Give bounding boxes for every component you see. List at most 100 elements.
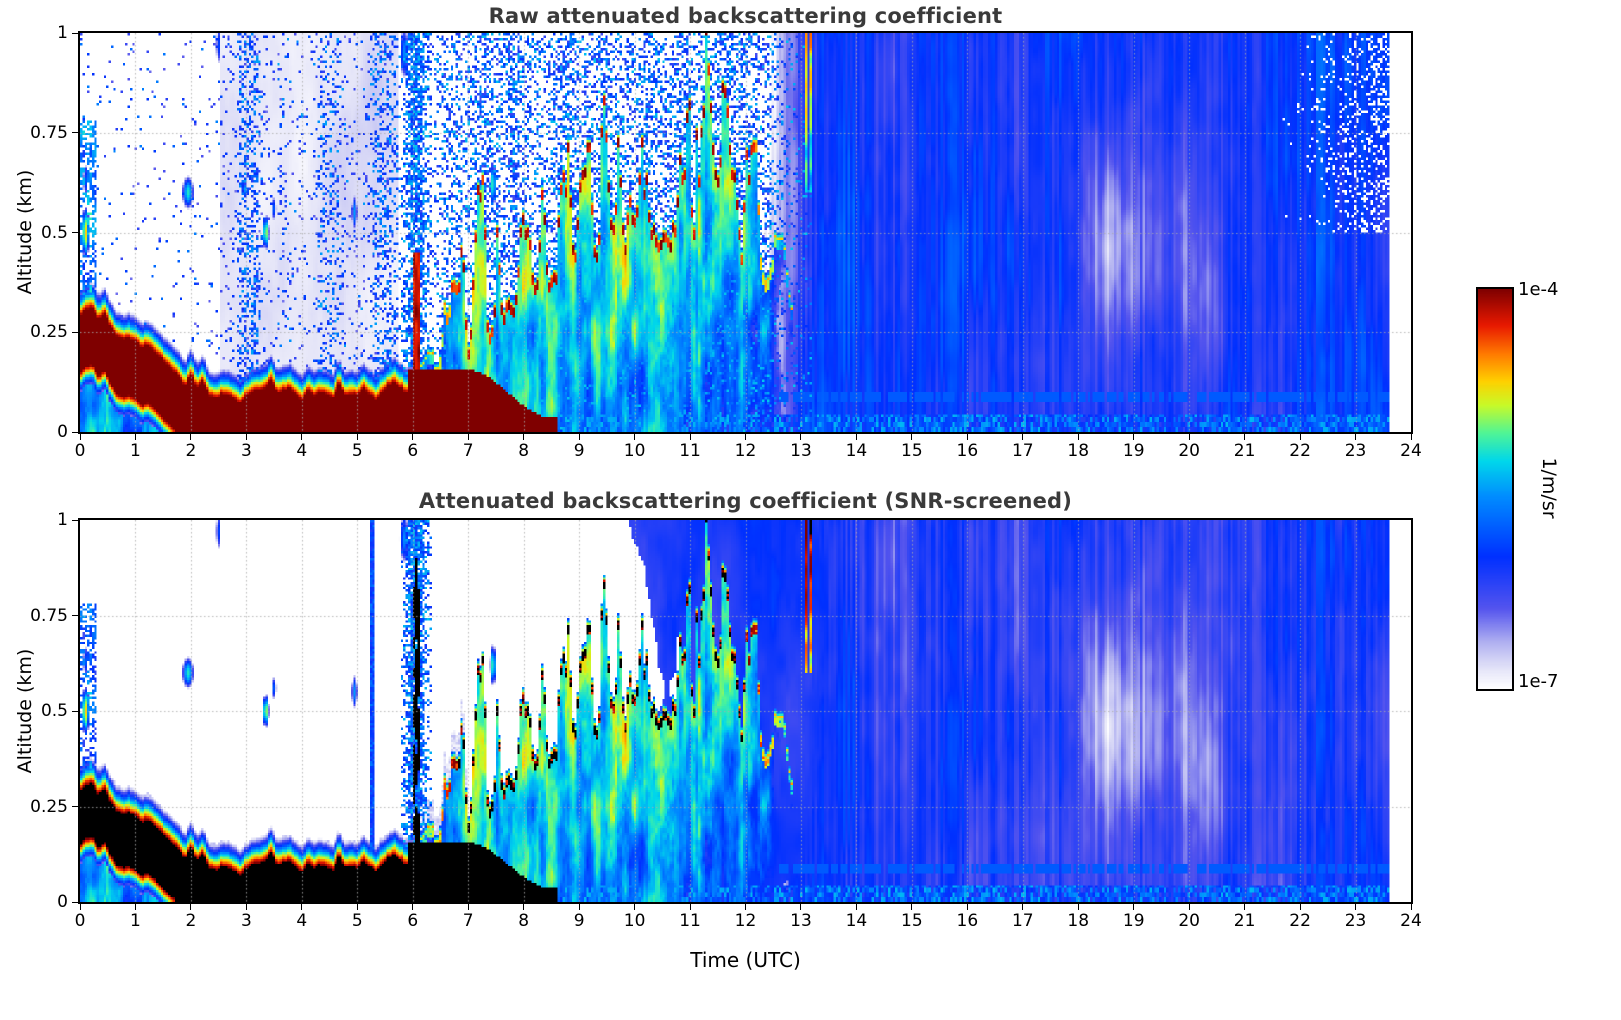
x-tick-label: 20	[1178, 911, 1200, 931]
x-tick-label: 10	[623, 911, 646, 931]
x-tick	[855, 904, 857, 910]
x-tick	[412, 434, 414, 440]
x-tick-label: 13	[790, 911, 812, 931]
x-tick	[412, 904, 414, 910]
x-tick-label: 7	[462, 911, 474, 931]
y-tick-label: 0.25	[30, 796, 68, 817]
x-tick-label: 14	[845, 911, 868, 931]
x-tick-label: 24	[1400, 911, 1422, 931]
screened-heatmap-image	[80, 520, 1411, 902]
y-tick-label: 0	[57, 892, 68, 912]
x-tick	[134, 904, 136, 910]
x-tick	[1355, 434, 1357, 440]
x-tick-label: 2	[185, 441, 197, 461]
screened-plot-area	[78, 518, 1413, 904]
x-tick-label: 12	[734, 441, 757, 461]
x-tick-label: 23	[1344, 441, 1367, 461]
x-tick	[1077, 904, 1079, 910]
raw-panel-title: Raw attenuated backscattering coefficien…	[488, 4, 1003, 28]
y-tick-label: 1	[57, 23, 68, 43]
x-tick	[800, 434, 802, 440]
x-tick	[79, 434, 81, 440]
x-tick	[1299, 434, 1301, 440]
y-tick-label: 0.75	[30, 122, 68, 143]
x-tick-label: 24	[1400, 441, 1422, 461]
x-tick	[1244, 904, 1246, 910]
y-tick-label: 0.5	[40, 701, 68, 721]
y-tick	[72, 519, 78, 521]
y-tick	[72, 710, 78, 712]
x-tick-label: 9	[573, 911, 585, 931]
x-tick-label: 19	[1122, 441, 1145, 461]
x-tick-label: 9	[573, 441, 585, 461]
x-tick-label: 16	[956, 441, 979, 461]
x-tick	[911, 904, 913, 910]
x-tick	[245, 434, 247, 440]
colorbar-units-label: 1/m/sr	[1538, 457, 1560, 519]
x-tick	[1133, 434, 1135, 440]
y-tick	[72, 331, 78, 333]
x-tick	[634, 434, 636, 440]
x-tick	[523, 904, 525, 910]
x-tick	[855, 434, 857, 440]
x-tick-label: 7	[462, 441, 474, 461]
y-tick	[72, 615, 78, 616]
x-tick	[301, 904, 303, 910]
x-tick	[1188, 434, 1190, 440]
x-tick-label: 22	[1289, 441, 1311, 461]
x-tick	[356, 434, 358, 440]
x-tick	[523, 434, 525, 440]
x-tick	[190, 434, 192, 440]
x-tick-label: 5	[351, 911, 363, 931]
x-tick	[800, 904, 802, 910]
colorbar-min-label: 1e-7	[1518, 671, 1559, 692]
raw-heatmap-image	[80, 33, 1411, 432]
x-tick-label: 10	[623, 441, 646, 461]
x-tick	[1410, 904, 1412, 910]
x-tick	[1355, 904, 1357, 910]
x-tick	[467, 434, 469, 440]
y-tick	[72, 132, 78, 134]
x-tick-label: 21	[1233, 911, 1256, 931]
x-tick-label: 18	[1067, 441, 1090, 461]
x-tick	[1022, 434, 1024, 440]
x-tick-label: 0	[74, 441, 86, 461]
x-tick	[578, 904, 580, 910]
x-tick-label: 1	[130, 441, 141, 461]
x-tick	[245, 904, 247, 910]
x-tick	[134, 434, 136, 440]
screened-panel-title: Attenuated backscattering coefficient (S…	[418, 489, 1073, 513]
x-tick	[301, 434, 303, 440]
x-tick	[190, 904, 192, 910]
x-tick	[1077, 434, 1079, 440]
y-tick-label: 0.5	[40, 222, 68, 243]
x-tick	[1410, 434, 1412, 440]
y-tick	[72, 32, 78, 34]
x-tick-label: 3	[240, 441, 252, 461]
x-tick	[1299, 904, 1301, 910]
x-tick-label: 5	[351, 441, 363, 461]
y-tick-label: 0.75	[30, 605, 68, 626]
y-tick-label: 1	[57, 510, 68, 530]
y-tick	[72, 232, 78, 233]
x-tick-label: 17	[1011, 911, 1034, 931]
colorbar-frame	[1476, 287, 1514, 691]
y-tick	[72, 806, 78, 807]
x-tick-label: 11	[679, 911, 701, 931]
y-tick-label: 0.25	[30, 322, 68, 343]
x-tick-label: 4	[296, 911, 308, 931]
x-tick	[467, 904, 469, 910]
x-tick	[966, 434, 968, 440]
x-tick-label: 3	[240, 911, 252, 931]
colorbar-max-label: 1e-4	[1518, 279, 1559, 300]
x-tick	[1022, 904, 1024, 910]
x-tick-label: 23	[1344, 911, 1367, 931]
x-tick	[966, 904, 968, 910]
x-tick	[578, 434, 580, 440]
x-tick-label: 15	[901, 911, 923, 931]
colorbar-gradient	[1478, 289, 1512, 689]
x-tick-label: 22	[1289, 911, 1311, 931]
x-tick	[745, 904, 746, 910]
x-tick-label: 11	[679, 441, 701, 461]
x-tick-label: 1	[130, 911, 141, 931]
